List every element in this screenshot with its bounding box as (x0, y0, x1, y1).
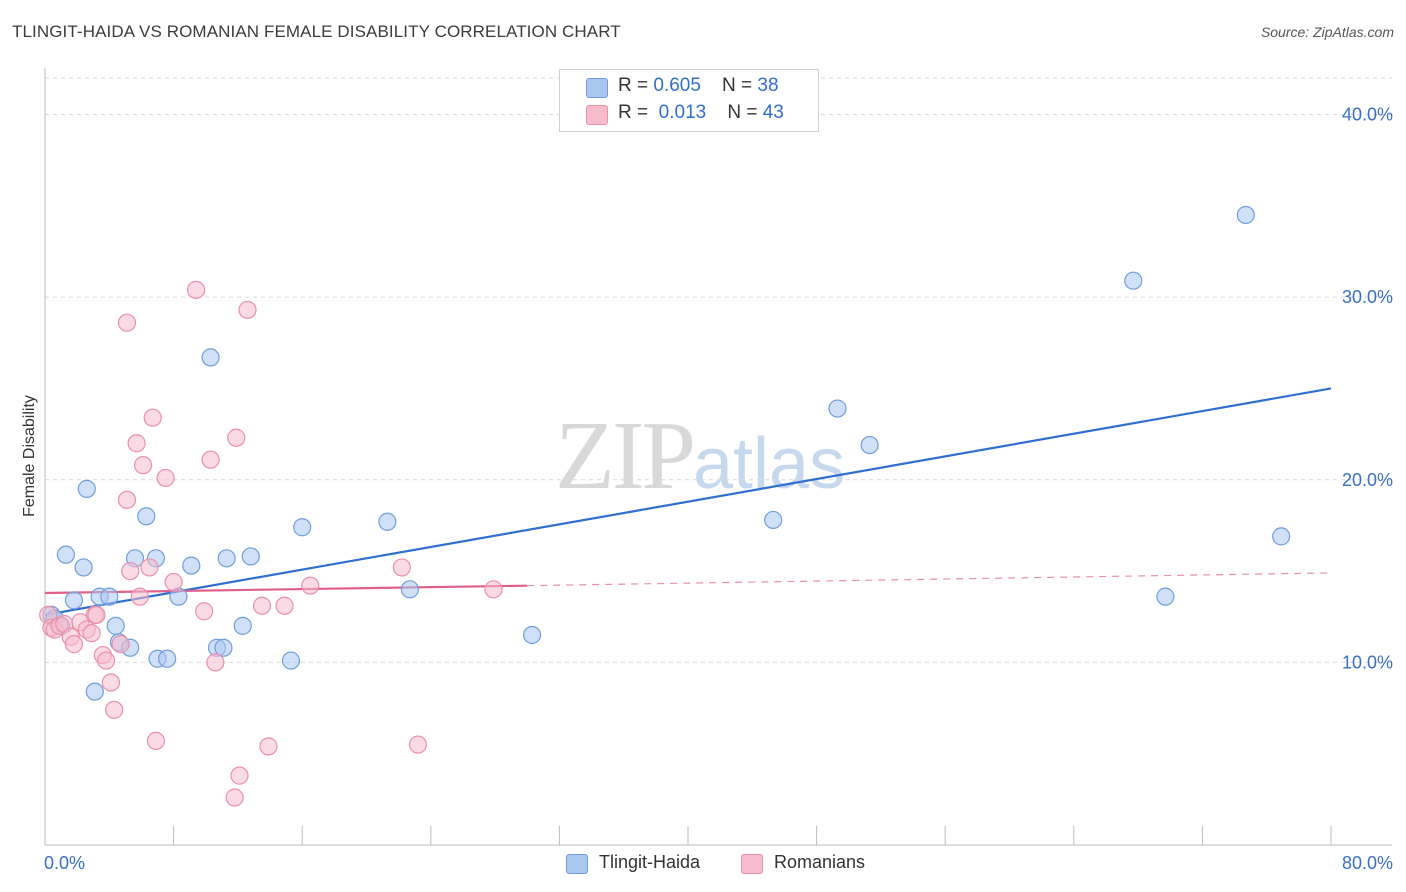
romanians-point (111, 635, 130, 654)
romanians-point (275, 596, 294, 615)
legend-n-value: 43 (762, 102, 784, 123)
romanians-point (408, 735, 428, 754)
romanians-point (484, 580, 503, 599)
romanians-point (164, 572, 183, 592)
romanians-point (230, 766, 249, 785)
tlingit-haida-point (860, 435, 879, 455)
tlingit-haida-point (100, 587, 119, 606)
tlingit-haida-point (74, 558, 93, 577)
tlingit-haida-point (201, 348, 220, 367)
tlingit-haida-point (293, 518, 312, 537)
tlingit-haida-point (764, 510, 783, 530)
stats-legend: R = 0.605 N = 38 R = 0.013 N = 43 (559, 69, 819, 132)
source-credit: Source: ZipAtlas.com (1260, 24, 1394, 40)
tlingit-haida-point (400, 580, 420, 599)
romanians-point (143, 408, 162, 427)
tlingit-haida-point (158, 649, 177, 668)
grid-lines (45, 77, 1392, 663)
romanians-point (301, 576, 320, 595)
tlingit-haida-point (378, 512, 397, 531)
axes (44, 68, 1392, 846)
tlingit-haida-point (281, 651, 301, 670)
tlingit-haida-point (828, 399, 847, 418)
romanians-point (156, 468, 175, 488)
romanians-point (121, 561, 140, 581)
romanians-point (201, 450, 220, 469)
romanians-point (238, 300, 257, 320)
romanians-point (105, 700, 124, 719)
y-tick-label: 30.0% (1342, 287, 1393, 307)
romanians-point (82, 624, 101, 643)
tlingit-haida-trend-line (44, 387, 1332, 616)
y-tick-label: 10.0% (1342, 652, 1393, 672)
legend-n-label: N = (722, 75, 758, 96)
tlingit-haida-point (1124, 271, 1143, 290)
tlingit-haida-point (106, 616, 125, 635)
tlingit-haida-point (214, 638, 233, 657)
romanians-point (259, 737, 278, 756)
legend-n-value: 38 (757, 75, 779, 96)
romanians-point (392, 558, 411, 577)
bottom-legend-label: Tlingit-Haida (599, 852, 701, 872)
romanians-point (130, 587, 149, 606)
romanians-point (117, 313, 137, 332)
romanians-point (146, 731, 166, 751)
y-tick-label: 40.0% (1342, 105, 1393, 125)
tlingit-haida-point (85, 682, 104, 701)
y-axis-label: Female Disability (21, 395, 38, 517)
x-tick-label: 80.0% (1342, 853, 1393, 873)
romanians-point (64, 635, 84, 654)
tlingit-haida-point (182, 556, 201, 575)
romanians-trend-extension (527, 572, 1332, 587)
y-tick-label: 20.0% (1342, 470, 1393, 490)
legend-r-value: 0.013 (658, 102, 707, 123)
romanians-point (87, 605, 106, 625)
tlingit-haida-point (1156, 587, 1175, 606)
legend-text-romanians: R = 0.013 N = 43 (618, 102, 784, 124)
romanians-point (117, 490, 137, 509)
romanians-trend-line (44, 584, 528, 595)
tlingit-haida-point (217, 549, 236, 568)
romanians-point (140, 558, 159, 577)
legend-swatch-pink (586, 105, 608, 125)
romanians-point (206, 653, 225, 672)
tlingit-haida-point (233, 616, 252, 635)
tlingit-haida-point (1236, 205, 1255, 225)
romanians-point (225, 788, 244, 807)
romanians-point (187, 280, 206, 299)
romanians-point (127, 434, 146, 453)
romanians-point (227, 428, 246, 447)
legend-r-value: 0.605 (653, 75, 701, 96)
bottom-legend-swatch-blue (566, 854, 588, 874)
tlingit-haida-point (241, 547, 260, 566)
legend-text-tlingit-haida: R = 0.605 N = 38 (618, 75, 779, 97)
tlingit-haida-point (77, 479, 96, 498)
romanians-point (96, 651, 116, 670)
tlingit-haida-point (64, 591, 84, 610)
romanians-point (133, 456, 153, 475)
data-points (39, 205, 1291, 807)
chart-title: TLINGIT-HAIDA VS ROMANIAN FEMALE DISABIL… (12, 22, 621, 41)
tlingit-haida-point (522, 625, 542, 645)
tlingit-haida-point (137, 507, 156, 526)
tlingit-haida-point (56, 545, 75, 564)
watermark-zip: ZIP (555, 402, 696, 510)
tlingit-haida-point (1272, 527, 1291, 546)
romanians-point (101, 673, 121, 692)
legend-r-label: R = (618, 75, 654, 96)
bottom-legend-label: Romanians (774, 852, 866, 872)
x-tick-label: 0.0% (44, 853, 85, 873)
trend-lines (44, 387, 1332, 616)
legend-swatch-blue (586, 78, 608, 98)
romanians-point (252, 596, 272, 615)
bottom-legend-swatch-pink (741, 854, 763, 874)
romanians-point (195, 602, 214, 621)
legend-n-label: N = (727, 102, 763, 123)
watermark-atlas: atlas (693, 424, 846, 504)
tick-labels: 10.0% 20.0% 30.0% 40.0% 0.0% 80.0% (44, 105, 1393, 873)
watermark: ZIPatlas (555, 400, 845, 512)
legend-r-label: R = (618, 102, 654, 123)
